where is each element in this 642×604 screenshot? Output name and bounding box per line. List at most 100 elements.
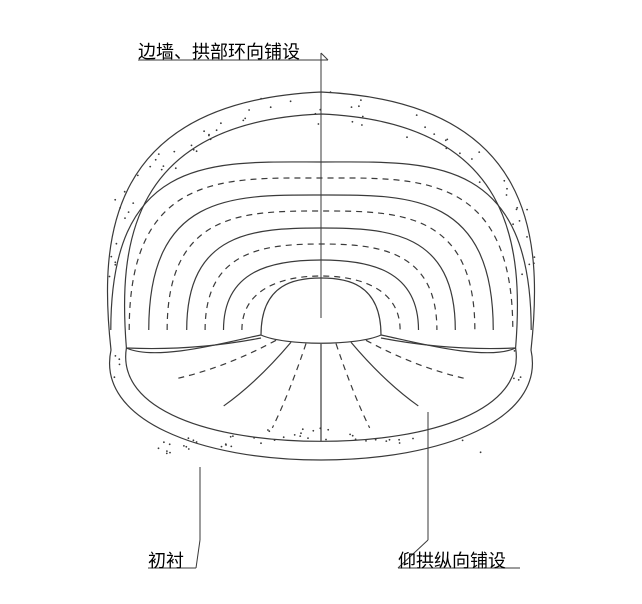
stipple-dot	[208, 135, 210, 137]
stipple-dot	[512, 223, 514, 225]
leader-elbow-top	[321, 53, 328, 60]
stipple-dot	[412, 438, 414, 440]
stipple-dot	[118, 358, 120, 360]
stipple-dot	[188, 448, 190, 450]
stipple-dot	[124, 217, 126, 219]
stipple-dot	[327, 429, 329, 431]
stipple-dot	[149, 166, 151, 168]
stipple-dot	[216, 129, 218, 131]
stipple-dot	[196, 441, 198, 443]
stipple-dot	[115, 355, 117, 357]
stipple-dot	[520, 376, 522, 378]
stipple-dot	[220, 122, 222, 124]
stipple-dot	[169, 443, 171, 445]
stipple-dot	[406, 136, 408, 138]
stipple-dot	[307, 437, 309, 439]
stipple-dot	[163, 165, 165, 167]
stipple-dot	[175, 167, 177, 169]
stipple-dot	[375, 439, 377, 441]
invert-strip	[224, 342, 291, 406]
stipple-dot	[188, 437, 190, 439]
stipple-dot	[349, 434, 351, 436]
stipple-dot	[114, 199, 116, 201]
stipple-dot	[230, 446, 232, 448]
stipple-dot	[534, 256, 536, 258]
stipple-dot	[124, 191, 126, 193]
stipple-dot	[471, 158, 473, 160]
stipple-dot	[274, 439, 276, 441]
stipple-dot	[351, 106, 353, 108]
stipple-dot	[290, 100, 292, 102]
stipple-dot	[299, 435, 301, 437]
stipple-dot	[183, 445, 185, 447]
stipple-dot	[158, 447, 160, 449]
stipple-dot	[116, 243, 118, 245]
stipple-dot	[109, 276, 111, 278]
invert-strip-dashed	[272, 344, 306, 428]
stipple-dot	[283, 436, 285, 438]
stipple-dot	[302, 428, 304, 430]
stipple-dot	[163, 441, 165, 443]
label-bottom-right: 仰拱纵向铺设	[398, 547, 506, 573]
stipple-dot	[445, 139, 447, 141]
stipple-dot	[318, 123, 320, 125]
stipple-dot	[330, 91, 332, 93]
stipple-dot	[270, 106, 272, 108]
stipple-dot	[155, 159, 157, 161]
stipple-dot	[158, 153, 160, 155]
stipple-dot	[528, 264, 530, 266]
stipple-dot	[514, 350, 516, 352]
stipple-dot	[521, 273, 523, 275]
stipple-dot	[128, 211, 130, 213]
stipple-dot	[221, 446, 223, 448]
stipple-dot	[459, 152, 461, 154]
stipple-dot	[506, 194, 508, 196]
stipple-dot	[242, 120, 244, 122]
stipple-dot	[253, 437, 255, 439]
stipple-dot	[358, 105, 360, 107]
stipple-dot	[230, 436, 232, 438]
stipple-dot	[166, 453, 168, 455]
stipple-dot	[399, 442, 401, 444]
stipple-dot	[169, 452, 171, 454]
stipple-dot	[114, 376, 116, 378]
stipple-dot	[260, 98, 262, 100]
stipple-dot	[361, 124, 363, 126]
stipple-dot	[191, 145, 193, 147]
stipple-dot	[513, 378, 515, 380]
stipple-dot	[166, 450, 168, 452]
stipple-dot	[315, 113, 317, 115]
invert-strip-dashed	[175, 340, 276, 379]
stipple-dot	[503, 180, 505, 182]
stipple-dot	[196, 150, 198, 152]
stipple-dot	[433, 133, 435, 135]
invert-strip-dashed	[336, 344, 370, 428]
stipple-dot	[185, 446, 187, 448]
stipple-dot	[365, 440, 367, 442]
stipple-dot	[225, 444, 227, 446]
label-top: 边墙、拱部环向铺设	[138, 38, 300, 64]
stipple-dot	[114, 264, 116, 266]
stipple-dot	[294, 434, 296, 436]
stipple-dot	[203, 130, 205, 132]
invert-strip-dashed	[366, 340, 467, 379]
stipple-dot	[132, 202, 134, 204]
stipple-dot	[533, 262, 535, 264]
stipple-dot	[325, 439, 327, 441]
stipple-dot	[137, 175, 139, 177]
stipple-dot	[119, 364, 121, 366]
stipple-dot	[479, 181, 481, 183]
stipple-dot	[416, 114, 418, 116]
stipple-dot	[248, 109, 250, 111]
leader-elbow-left	[196, 540, 200, 568]
stipple-dot	[267, 429, 269, 431]
stipple-dot	[518, 379, 520, 381]
stipple-dot	[352, 121, 354, 123]
stipple-dot	[362, 116, 364, 118]
stipple-dot	[300, 432, 302, 434]
stipple-dot	[355, 438, 357, 440]
stipple-dot	[260, 442, 262, 444]
stipple-dot	[516, 209, 518, 211]
stipple-dot	[173, 151, 175, 153]
stipple-dot	[114, 261, 116, 263]
